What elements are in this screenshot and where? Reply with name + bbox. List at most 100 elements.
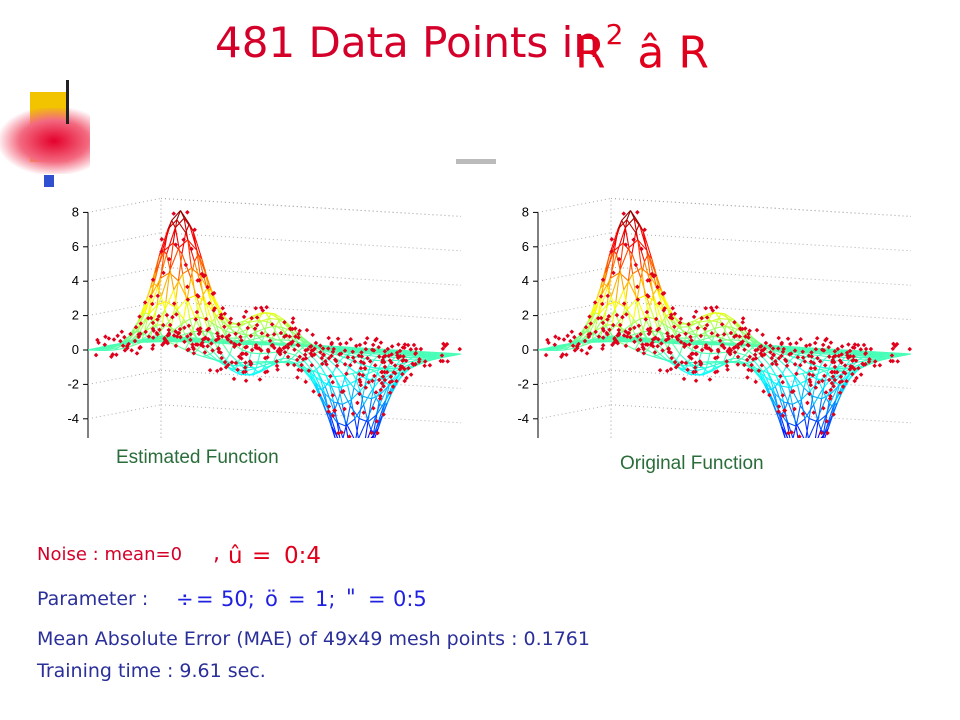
param-3-symbol: " <box>346 585 356 609</box>
mesh-segment <box>369 366 379 369</box>
mesh-segment <box>211 316 217 323</box>
mesh-segment <box>553 346 558 349</box>
data-point-marker <box>427 362 433 368</box>
mesh-segment <box>691 339 701 343</box>
mesh-segment <box>187 239 198 251</box>
mesh-segment <box>316 369 326 387</box>
data-point-marker <box>693 309 699 314</box>
mesh-segment <box>701 352 710 355</box>
data-point-marker <box>380 374 386 379</box>
mesh-segment <box>164 242 174 251</box>
mesh-segment <box>608 337 613 340</box>
mesh-segment <box>550 347 555 350</box>
mesh-segment <box>332 366 337 374</box>
mesh-segment <box>642 337 647 340</box>
mesh-segment <box>892 356 897 359</box>
mesh-segment <box>785 347 790 350</box>
mesh-segment <box>125 335 130 341</box>
mesh-segment <box>159 331 164 338</box>
mesh-segment <box>647 254 658 289</box>
mesh-segment <box>652 294 663 323</box>
data-point-marker <box>254 315 260 320</box>
data-point-marker <box>205 284 210 290</box>
data-point-marker <box>863 361 868 367</box>
data-point-marker <box>847 367 853 372</box>
mesh-segment <box>610 296 616 310</box>
mesh-segment <box>561 344 566 347</box>
mesh-segment <box>287 358 292 362</box>
z-tick-label: 6 <box>522 239 529 254</box>
mesh-segment <box>271 325 277 339</box>
data-point-marker <box>422 363 427 368</box>
data-point-marker <box>699 315 704 321</box>
mesh-segment <box>774 393 784 403</box>
mesh-segment <box>644 339 648 342</box>
mesh-segment <box>156 339 161 342</box>
mesh-segment <box>796 405 801 425</box>
data-point-marker <box>780 349 786 355</box>
data-point-marker <box>171 211 176 216</box>
mesh-segment <box>823 359 833 362</box>
mesh-segment <box>185 338 190 341</box>
mesh-segment <box>177 298 187 310</box>
mesh-segment <box>712 362 722 367</box>
data-point-marker <box>155 293 161 299</box>
data-point-marker <box>733 344 738 350</box>
mesh-segment <box>813 404 818 420</box>
mesh-segment <box>457 353 462 356</box>
data-point-marker <box>357 379 363 385</box>
mesh-segment <box>350 399 356 419</box>
mesh-segment <box>377 373 382 379</box>
mesh-segment <box>258 337 264 342</box>
mesh-segment <box>279 339 285 344</box>
data-point-marker <box>286 342 291 347</box>
data-point-marker <box>348 336 353 342</box>
mesh-segment <box>352 370 362 374</box>
data-point-marker <box>118 338 123 344</box>
mesh-segment <box>269 360 275 367</box>
z-grid-line <box>87 301 162 317</box>
data-point-marker <box>350 355 356 360</box>
mesh-segment <box>360 347 365 350</box>
data-point-marker <box>387 390 393 395</box>
data-point-marker <box>440 346 446 351</box>
mesh-segment <box>385 385 390 401</box>
data-point-marker <box>831 412 836 417</box>
data-point-marker <box>326 409 331 414</box>
mesh-segment <box>731 326 741 332</box>
mesh-segment <box>430 356 435 359</box>
mesh-segment <box>642 230 648 251</box>
data-point-marker <box>320 361 325 367</box>
mesh-segment <box>871 356 876 359</box>
mesh-segment <box>426 357 431 360</box>
mesh-segment <box>312 368 317 372</box>
mesh-segment <box>637 239 648 251</box>
mesh-segment <box>785 366 796 378</box>
mesh-segment <box>781 426 786 438</box>
data-point-marker <box>306 368 312 373</box>
mesh-segment <box>896 355 901 358</box>
data-point-marker <box>205 343 210 349</box>
data-point-marker <box>96 340 101 346</box>
data-point-marker <box>605 293 611 299</box>
mesh-segment <box>699 320 709 323</box>
mesh-segment <box>679 344 684 355</box>
data-point-marker <box>895 359 900 364</box>
data-point-marker <box>297 328 302 333</box>
mesh-segment <box>220 341 225 343</box>
mesh-segment <box>105 348 110 351</box>
data-point-marker <box>707 377 713 382</box>
decor-red-glow <box>0 108 90 174</box>
mesh-segment <box>703 312 713 317</box>
data-point-marker <box>226 333 232 338</box>
mesh-segment <box>626 309 632 325</box>
data-point-marker <box>757 344 763 350</box>
mesh-segment <box>228 361 234 366</box>
mesh-segment <box>226 320 231 328</box>
mesh-segment <box>212 310 217 326</box>
data-point-marker <box>397 367 403 372</box>
data-point-marker <box>215 333 221 339</box>
mesh-segment <box>334 376 340 388</box>
data-point-marker <box>297 354 303 359</box>
data-point-marker <box>274 363 280 369</box>
